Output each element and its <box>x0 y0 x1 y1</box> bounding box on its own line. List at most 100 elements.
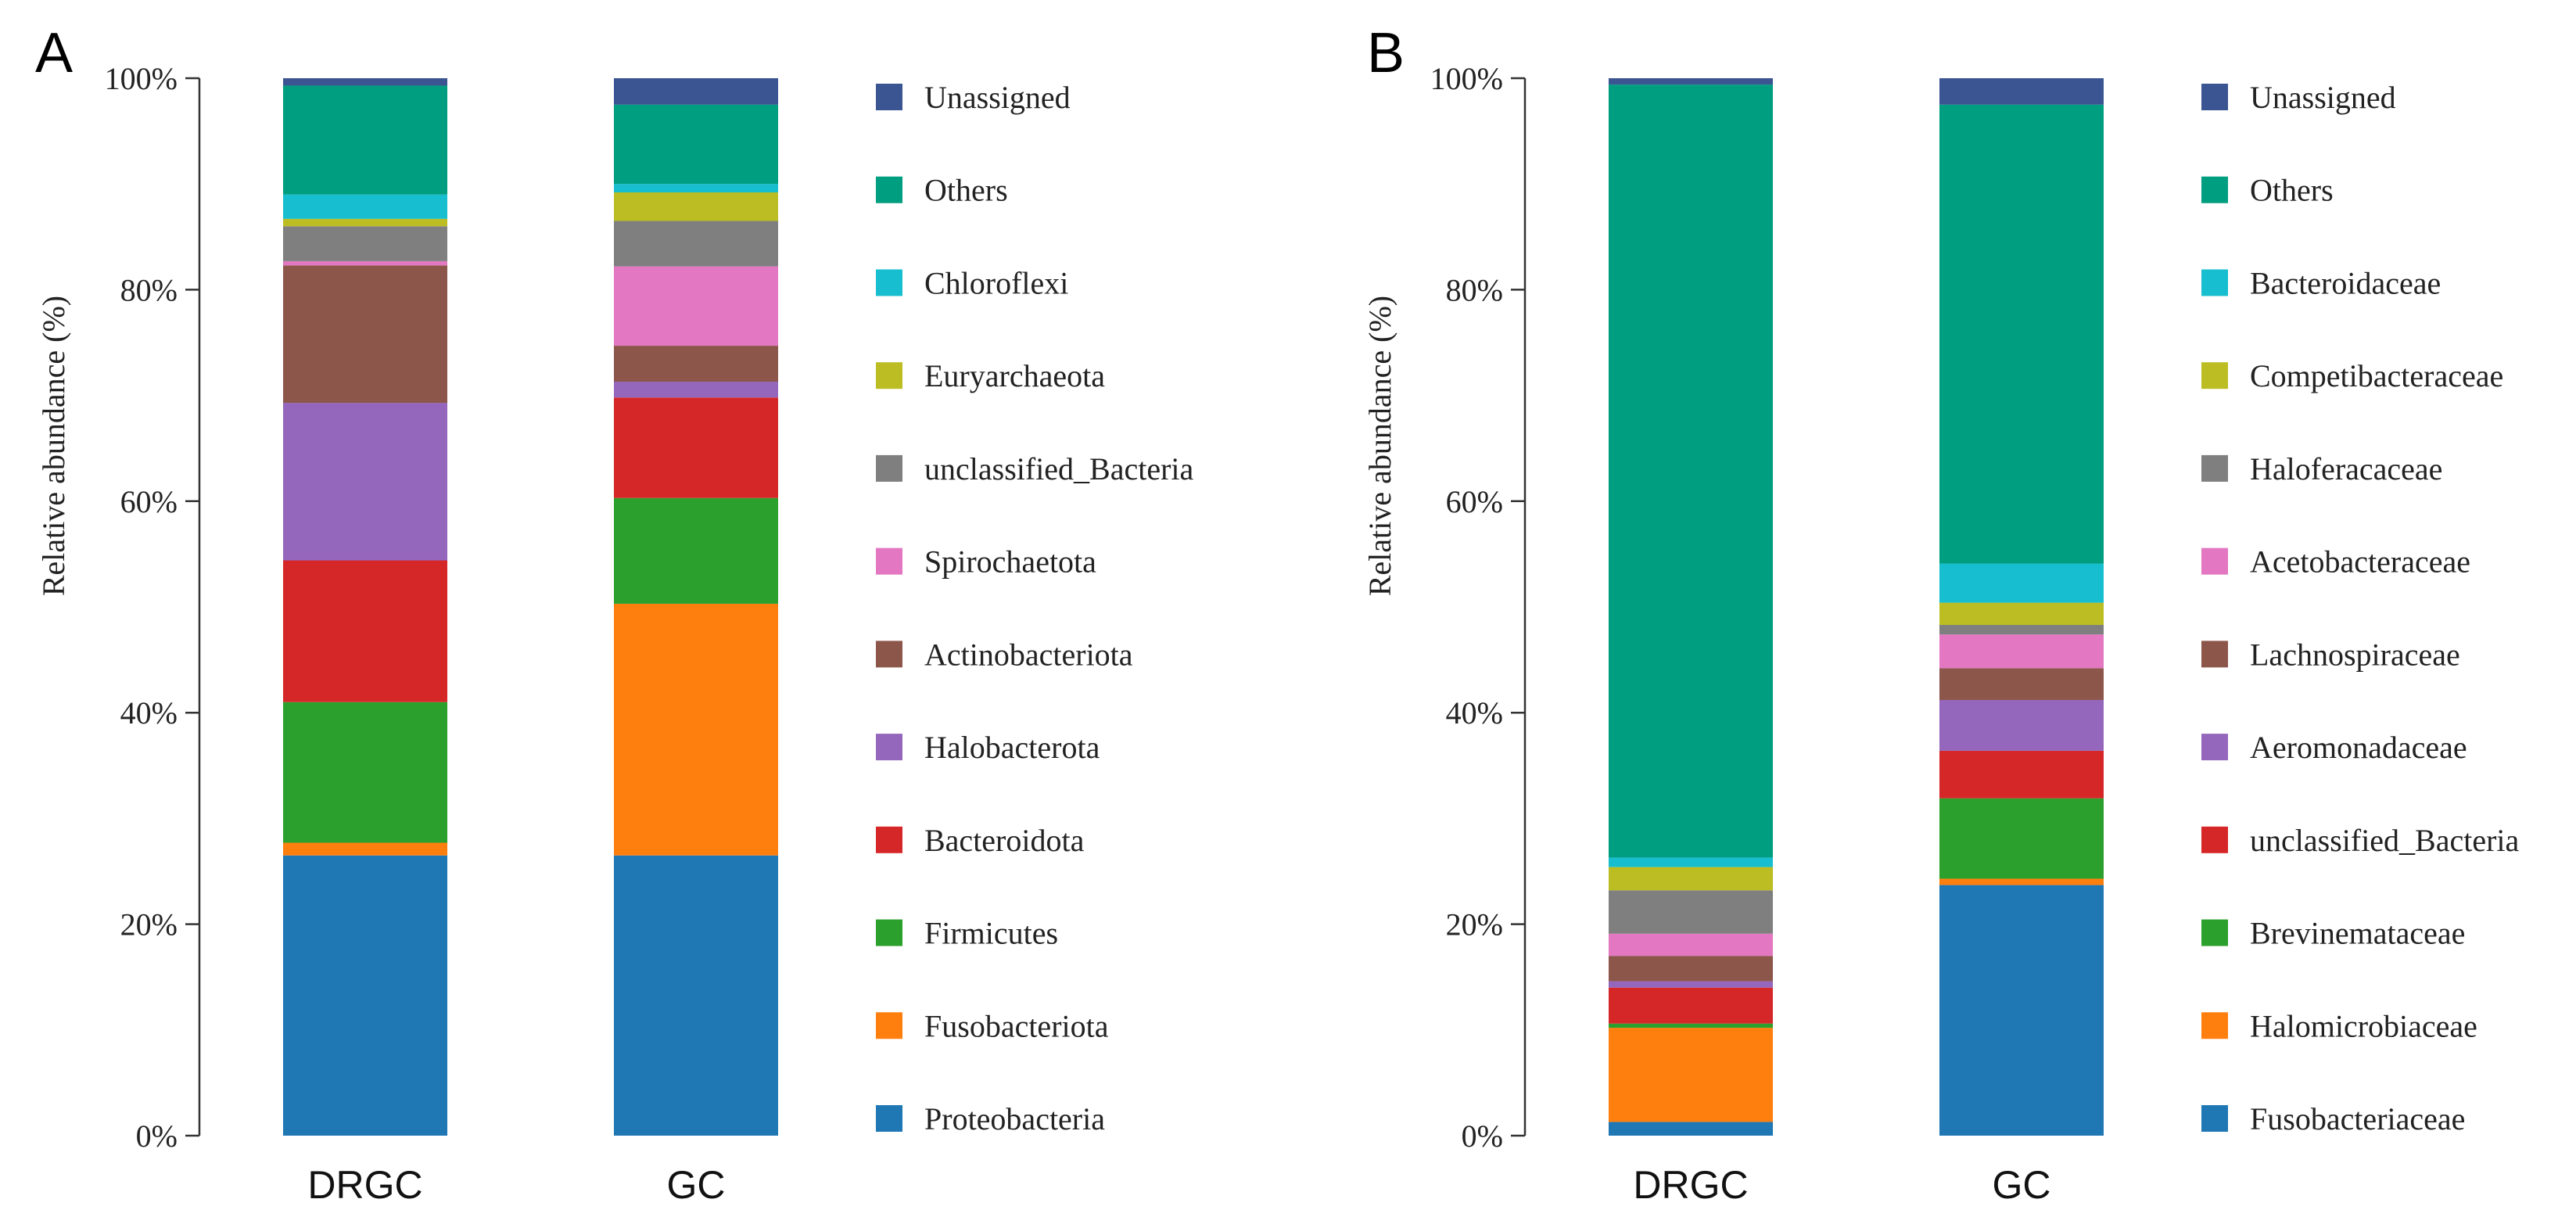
bar-segment <box>283 85 447 195</box>
legend-label: Halobacterota <box>924 730 1100 765</box>
bar-segment <box>1609 1122 1773 1136</box>
bar-segment <box>283 702 447 843</box>
bar-segment <box>1939 885 2104 1136</box>
legend-swatch <box>876 454 902 482</box>
legend-swatch <box>2201 734 2228 761</box>
legend-label: Actinobacteriota <box>924 637 1133 672</box>
legend-swatch <box>2201 1105 2228 1132</box>
bar-segment <box>1609 78 1773 85</box>
legend-label: Haloferacaceae <box>2250 451 2442 486</box>
category-labels: DRGC GC <box>307 1163 725 1207</box>
bar-segment <box>1939 878 2104 885</box>
legend-label: unclassified_Bacteria <box>2250 823 2520 858</box>
bar-segment <box>1609 1023 1773 1029</box>
bar-segment <box>1609 84 1773 858</box>
legend: Unassigned Others Bacteroidaceae Competibac… <box>2201 80 2520 1136</box>
y-axis-ticks: 0% 20% 40% 60% 80% 100% <box>105 61 199 1154</box>
legend-label: Bacteroidota <box>924 823 1085 858</box>
bar-segment <box>1939 563 2104 603</box>
legend-swatch <box>876 1105 902 1132</box>
legend-label: Acetobacteraceae <box>2250 544 2470 580</box>
y-tick-label: 100% <box>1430 61 1503 96</box>
bar-segment <box>1609 956 1773 982</box>
legend-label: Chloroflexi <box>924 265 1068 300</box>
legend-label: Unassigned <box>2250 80 2396 115</box>
bar-segment <box>614 78 778 105</box>
bar-segment <box>614 104 778 185</box>
legend-label: Firmicutes <box>924 916 1058 951</box>
legend-swatch <box>2201 269 2228 296</box>
legend-swatch <box>876 734 902 761</box>
bar-segment <box>283 403 447 561</box>
legend-swatch <box>876 919 902 946</box>
legend-label: Spirochaetota <box>924 544 1096 580</box>
bar-segment <box>614 603 778 856</box>
legend-swatch <box>2201 547 2228 575</box>
y-tick-label: 0% <box>136 1118 178 1154</box>
legend-swatch <box>2201 84 2228 110</box>
y-tick-label: 100% <box>105 61 178 96</box>
bar-segment <box>614 266 778 346</box>
legend-swatch <box>876 826 902 853</box>
legend-label: Fusobacteriaceae <box>2250 1101 2465 1136</box>
bar-segment <box>283 265 447 404</box>
legend-swatch <box>2201 826 2228 853</box>
panel-letter: B <box>1367 22 1405 84</box>
y-axis-title: Relative abundance (%) <box>1362 296 1397 596</box>
bar-segment <box>1609 890 1773 934</box>
bar-segment <box>1939 104 2104 564</box>
panel-a: A Relative abundance (%) 0% 20% 40% 60% 80% 1… <box>35 22 1194 1207</box>
bar-segment <box>283 260 447 266</box>
panel-letter: A <box>35 22 73 84</box>
y-tick-label: 20% <box>120 907 178 942</box>
bar-segment <box>1609 987 1773 1024</box>
legend-swatch <box>876 547 902 575</box>
bar-segment <box>614 221 778 267</box>
bar-segment <box>283 78 447 86</box>
panel-b: B Relative abundance (%) 0% 20% 40% 60% 80% 1… <box>1362 22 2520 1207</box>
legend-swatch <box>876 176 902 203</box>
bar-segment <box>614 184 778 193</box>
legend-swatch <box>2201 641 2228 668</box>
bar-segment <box>614 192 778 221</box>
legend-swatch <box>2201 454 2228 482</box>
bar-segment <box>614 397 778 498</box>
bar-segment <box>1939 624 2104 635</box>
legend-label: Others <box>2250 173 2334 208</box>
bar-segment <box>1939 798 2104 879</box>
y-axis-title: Relative abundance (%) <box>36 296 71 596</box>
bar-segment <box>1939 78 2104 105</box>
x-category-label: DRGC <box>307 1163 422 1207</box>
y-tick-label: 60% <box>120 484 178 519</box>
bar-segment <box>283 194 447 219</box>
legend-swatch <box>2201 1012 2228 1039</box>
bar-segment <box>614 382 778 398</box>
bar-segment <box>1609 933 1773 957</box>
y-tick-label: 60% <box>1446 484 1503 519</box>
x-category-label: GC <box>1993 1163 2051 1207</box>
legend-swatch <box>876 641 902 668</box>
legend-label: Fusobacteriota <box>924 1008 1109 1043</box>
bar-segment <box>1939 634 2104 669</box>
bar-segment <box>283 218 447 227</box>
bar-segment <box>1609 1028 1773 1122</box>
legend-label: Halomicrobiaceae <box>2250 1008 2477 1043</box>
legend-swatch <box>876 269 902 296</box>
legend-swatch <box>876 84 902 110</box>
bar-segment <box>1609 867 1773 891</box>
legend-label: Brevinemataceae <box>2250 916 2465 951</box>
bar-segment <box>614 346 778 382</box>
legend-label: Competibacteraceae <box>2250 358 2503 393</box>
y-axis-ticks: 0% 20% 40% 60% 80% 100% <box>1430 61 1525 1154</box>
bar-segment <box>283 855 447 1136</box>
x-category-label: DRGC <box>1633 1163 1748 1207</box>
bar-segment <box>1939 699 2104 751</box>
legend-label: Euryarchaeota <box>924 358 1105 393</box>
bar-segment <box>1939 602 2104 625</box>
stacked-bars <box>283 78 778 1136</box>
bar-segment <box>614 497 778 604</box>
x-category-label: GC <box>667 1163 726 1207</box>
bar-segment <box>1939 750 2104 799</box>
bar-segment <box>283 226 447 261</box>
